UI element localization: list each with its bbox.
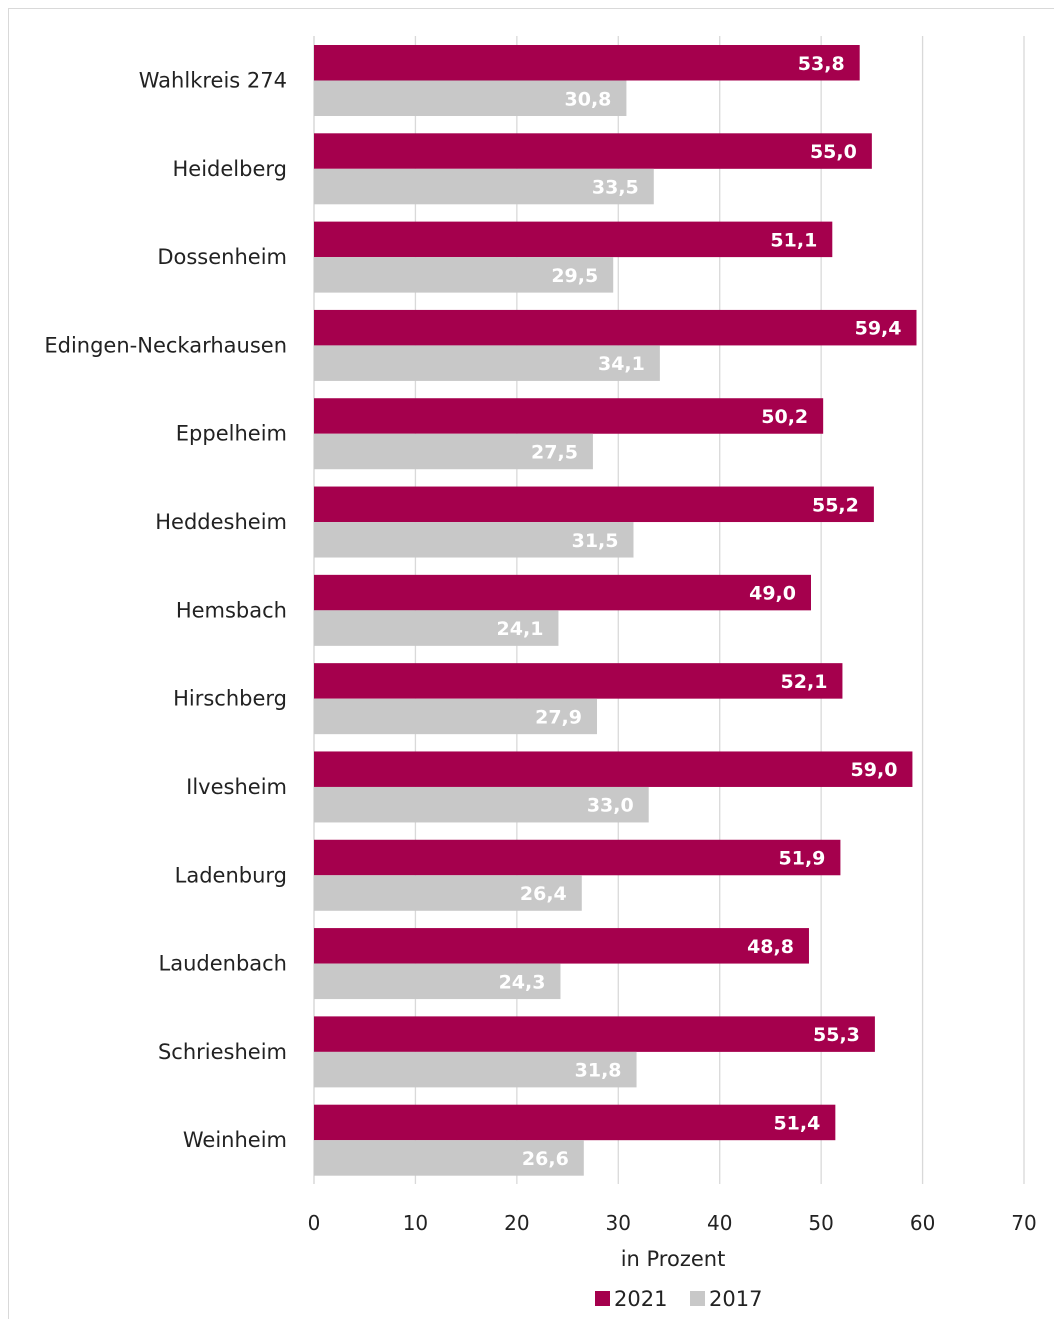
- bar-2017: [314, 80, 627, 116]
- bar-2021: [314, 928, 809, 964]
- data-label: 34,1: [598, 353, 645, 375]
- category-label: Hirschberg: [173, 687, 287, 711]
- data-label: 29,5: [551, 265, 598, 287]
- bars: [314, 45, 917, 1176]
- data-label: 27,5: [531, 441, 578, 463]
- legend: 2021 2017: [595, 1287, 762, 1311]
- data-label: 24,3: [499, 971, 546, 993]
- x-tick-label: 0: [308, 1211, 321, 1235]
- bar-2021: [314, 663, 843, 699]
- category-label: Heddesheim: [155, 510, 287, 534]
- legend-label: 2021: [614, 1287, 667, 1311]
- bar-2021: [314, 751, 913, 787]
- data-label: 33,5: [592, 177, 639, 199]
- bar-2017: [314, 345, 660, 381]
- legend-swatch-2017: [690, 1291, 705, 1306]
- bar-2017: [314, 1140, 584, 1176]
- bar-2021: [314, 839, 841, 876]
- bar-2017: [314, 522, 634, 558]
- bar-2021: [314, 221, 833, 258]
- data-label: 51,9: [779, 848, 826, 870]
- data-label: 24,1: [497, 618, 544, 640]
- category-label: Dossenheim: [157, 245, 287, 269]
- bar-2017: [314, 168, 654, 205]
- bar-2017: [314, 610, 559, 646]
- bar-2017: [314, 963, 561, 1000]
- data-label: 27,9: [535, 706, 582, 728]
- legend-swatch-2021: [595, 1291, 610, 1306]
- category-label: Ladenburg: [175, 863, 287, 887]
- bar-2021: [314, 45, 860, 81]
- category-label: Edingen-Neckarhausen: [44, 333, 287, 357]
- data-label: 48,8: [747, 936, 794, 958]
- data-label: 52,1: [781, 671, 828, 693]
- category-label: Wahlkreis 274: [139, 69, 287, 93]
- data-label: 59,0: [851, 759, 898, 781]
- x-axis-title: in Prozent: [621, 1247, 726, 1271]
- x-tick-label: 60: [910, 1211, 935, 1235]
- data-label: 31,8: [575, 1060, 622, 1082]
- x-tick-label: 40: [707, 1211, 732, 1235]
- legend-label: 2017: [709, 1287, 762, 1311]
- data-label: 53,8: [798, 53, 845, 75]
- data-label: 51,4: [773, 1112, 820, 1134]
- data-label: 33,0: [587, 795, 634, 817]
- category-label: Schriesheim: [158, 1040, 287, 1064]
- bar-2021: [314, 1016, 875, 1052]
- x-tick-label: 10: [403, 1211, 428, 1235]
- bar-2017: [314, 698, 597, 735]
- data-label: 49,0: [749, 583, 796, 605]
- x-tick-label: 70: [1011, 1211, 1036, 1235]
- data-label: 30,8: [565, 88, 612, 110]
- data-label: 26,4: [520, 883, 567, 905]
- x-tick-label: 50: [808, 1211, 833, 1235]
- bar-2017: [314, 257, 614, 293]
- chart-frame: [8, 8, 1054, 1319]
- category-label: Laudenbach: [159, 952, 288, 976]
- bar-2021: [314, 486, 874, 523]
- category-label: Eppelheim: [176, 422, 287, 446]
- bar-2021: [314, 398, 824, 434]
- x-tick-label: 30: [606, 1211, 631, 1235]
- bar-2017: [314, 1051, 637, 1088]
- data-label: 55,2: [812, 494, 859, 516]
- data-label: 55,0: [810, 141, 857, 163]
- category-label: Heidelberg: [173, 157, 287, 181]
- bar-2021: [314, 1104, 836, 1141]
- data-label: 59,4: [855, 318, 902, 340]
- bar-2017: [314, 433, 593, 470]
- data-label: 51,1: [770, 229, 817, 251]
- data-label: 31,5: [572, 530, 619, 552]
- category-label: Hemsbach: [176, 598, 287, 622]
- bar-2017: [314, 875, 582, 911]
- bar-2021: [314, 309, 917, 346]
- category-label: Weinheim: [183, 1128, 287, 1152]
- bar-2021: [314, 133, 872, 169]
- bar-2021: [314, 574, 811, 611]
- bar-2017: [314, 786, 649, 823]
- data-label: 26,6: [522, 1148, 569, 1170]
- data-label: 50,2: [761, 406, 808, 428]
- category-label: Ilvesheim: [186, 775, 287, 799]
- labels: 0 10 20 30 40 50 60 70 Wahlkreis 274 53,8 30,8 Heid…: [44, 53, 1036, 1235]
- x-tick-label: 20: [504, 1211, 529, 1235]
- data-label: 55,3: [813, 1024, 860, 1046]
